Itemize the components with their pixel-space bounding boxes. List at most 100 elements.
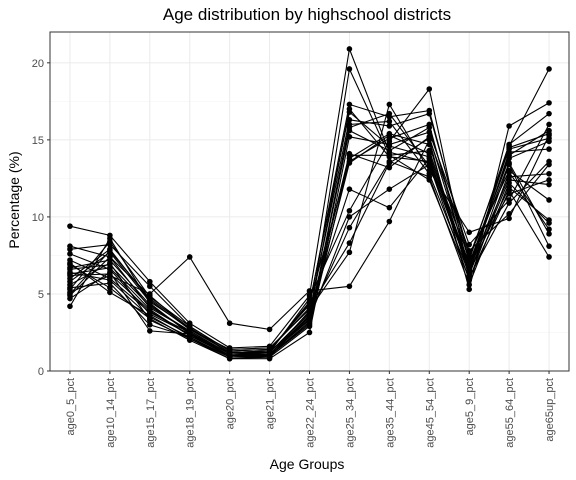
data-point — [506, 161, 512, 168]
data-point — [107, 289, 113, 296]
data-point — [546, 121, 552, 128]
x-tick-label: age65up_pct — [544, 378, 556, 442]
data-point — [386, 204, 393, 211]
y-tick-label: 10 — [32, 212, 44, 224]
data-point — [346, 106, 353, 112]
data-point — [426, 135, 433, 142]
data-point — [346, 117, 353, 123]
data-point — [426, 110, 433, 117]
x-tick-label: age0_5_pct — [65, 378, 77, 436]
data-point — [346, 283, 353, 290]
data-point — [546, 161, 552, 168]
data-point — [147, 301, 153, 308]
data-point — [67, 291, 73, 297]
data-point — [386, 123, 393, 129]
data-point — [346, 207, 353, 214]
data-point — [346, 214, 353, 220]
data-point — [426, 141, 433, 148]
data-point — [386, 186, 393, 192]
data-point — [546, 100, 552, 106]
data-point — [266, 326, 273, 333]
data-point — [386, 154, 393, 160]
data-point — [147, 283, 153, 290]
data-point — [426, 129, 433, 135]
data-point — [346, 249, 353, 256]
data-point — [546, 130, 552, 137]
data-point — [546, 217, 552, 223]
data-point — [107, 284, 113, 291]
data-point — [426, 154, 433, 160]
data-point — [107, 261, 113, 268]
data-point — [506, 123, 512, 129]
data-point — [386, 147, 393, 154]
data-point — [386, 143, 393, 149]
data-point — [506, 177, 512, 183]
data-point — [426, 147, 433, 154]
x-tick-label: age55_64_pct — [504, 378, 516, 448]
data-point — [506, 215, 512, 222]
data-point — [466, 229, 472, 236]
data-point — [107, 266, 113, 273]
data-point — [346, 66, 353, 72]
x-tick-label: age10_14_pct — [105, 378, 117, 448]
data-point — [466, 281, 472, 288]
data-point — [466, 277, 472, 283]
data-point — [346, 224, 353, 231]
data-point — [147, 328, 153, 334]
data-point — [67, 278, 73, 285]
data-point — [306, 298, 313, 305]
x-tick-label: age20_pct — [225, 378, 237, 429]
x-tick-label: age35_44_pct — [384, 378, 396, 448]
data-point — [346, 152, 353, 159]
data-point — [506, 155, 512, 162]
data-point — [67, 286, 73, 293]
x-tick-label: age5_9_pct — [464, 378, 476, 436]
data-point — [466, 248, 472, 254]
data-point — [67, 251, 73, 257]
data-point — [147, 278, 153, 285]
data-point — [306, 329, 313, 336]
data-point — [186, 254, 193, 260]
data-point — [67, 269, 73, 276]
data-point — [147, 311, 153, 317]
data-point — [386, 130, 393, 137]
y-axis-title: Percentage (%) — [6, 151, 22, 248]
data-point — [67, 303, 73, 310]
data-point — [107, 238, 113, 245]
data-point — [226, 349, 233, 356]
data-point — [186, 325, 193, 331]
data-point — [426, 158, 433, 165]
data-point — [346, 46, 353, 52]
data-point — [506, 211, 512, 217]
data-point — [506, 169, 512, 176]
data-point — [426, 170, 433, 177]
data-point — [386, 135, 393, 142]
y-tick-label: 20 — [32, 58, 44, 70]
data-point — [546, 66, 552, 72]
data-point — [506, 190, 512, 197]
x-tick-label: age18_19_pct — [185, 378, 197, 448]
data-point — [506, 200, 512, 206]
data-point — [386, 110, 393, 117]
data-point — [67, 223, 73, 229]
data-point — [506, 184, 512, 191]
data-point — [107, 277, 113, 283]
data-point — [466, 254, 472, 260]
data-point — [346, 101, 353, 108]
y-tick-label: 0 — [38, 366, 44, 378]
data-point — [506, 144, 512, 151]
x-tick-label: age22_24_pct — [305, 378, 317, 448]
data-point — [266, 348, 273, 354]
data-point — [226, 320, 233, 327]
data-point — [386, 118, 393, 125]
data-point — [546, 197, 552, 203]
data-point — [546, 177, 552, 183]
chart-title: Age distribution by highschool districts — [163, 5, 451, 24]
x-axis: age0_5_pct age10_14_pct age15_17_pct age18_… — [65, 371, 556, 448]
x-tick-label: age45_54_pct — [424, 378, 436, 448]
x-tick-label: age25_34_pct — [344, 378, 356, 448]
data-point — [346, 127, 353, 134]
data-point — [107, 257, 113, 263]
data-point — [466, 268, 472, 274]
